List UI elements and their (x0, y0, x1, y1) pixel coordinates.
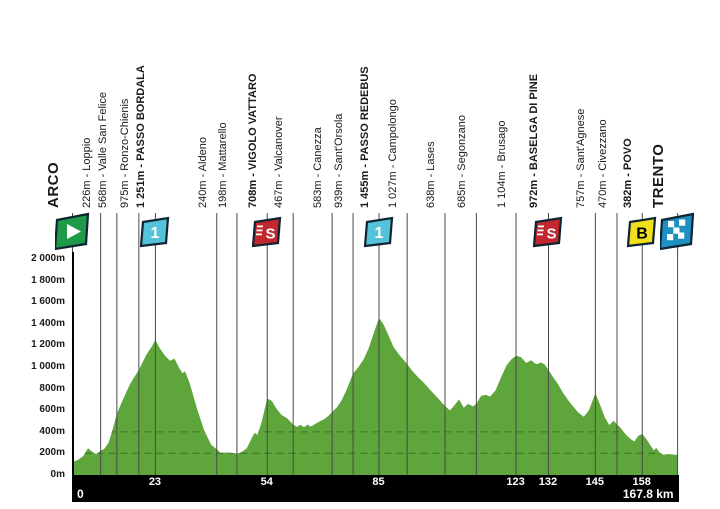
category1-climb-icon: 1 (140, 216, 170, 255)
waypoint-label: TRENTO (650, 143, 668, 208)
y-axis-tick-label: 1 200m (31, 339, 65, 351)
waypoint-label: 1 027m - Campolongo (387, 99, 400, 208)
waypoint-label: 975m - Ronzo-Chienis (118, 98, 131, 208)
y-axis-tick-label: 2 000m (31, 253, 65, 264)
waypoint-label: 638m - Lases (424, 141, 437, 208)
finish-flag-icon (658, 212, 696, 257)
km-tick-label: 132 (538, 476, 558, 488)
waypoint-label: 1 455m - PASSO REDEBUS (359, 66, 371, 208)
waypoint-label: 939m - Sant'Orsola (333, 113, 346, 208)
waypoint-label: 1 251m - PASSO BORDALA (135, 65, 148, 208)
svg-text:1: 1 (375, 225, 384, 242)
km-tick-label: 85 (372, 476, 385, 488)
waypoint-label: 708m - VIGOLO VATTARO (247, 73, 260, 208)
svg-text:S: S (547, 226, 557, 243)
km-start-label: 0 (77, 487, 84, 501)
y-axis-tick-label: 800m (39, 382, 65, 394)
distance-bar: 0 167.8 km 23 54 85 123 132 145 158 (72, 475, 679, 502)
y-axis-tick-label: 1 000m (31, 361, 65, 372)
waypoint-label: 198m - Mattarello (216, 122, 229, 208)
waypoint-label: 757m - Sant'Agnese (575, 108, 588, 208)
total-distance-label: 167.8 km (622, 487, 674, 501)
svg-text:1: 1 (151, 225, 160, 242)
waypoint-label: 1 104m - Brusago (496, 120, 509, 208)
waypoint-label: 240m - Aldeno (196, 137, 209, 208)
waypoint-label: 470m - Civezzano (597, 119, 609, 208)
waypoint-label: 972m - BASELGA DI PINE (528, 73, 541, 208)
y-axis-tick-label: 400m (39, 425, 65, 437)
waypoint-label: 568m - Valle San Felice (96, 92, 109, 208)
y-axis-tick-label: 200m (39, 447, 65, 459)
category1-climb-icon: 1 (363, 216, 394, 255)
y-axis-tick-label: 1 600m (31, 296, 65, 308)
waypoint-label: 226m - Loppio (80, 137, 93, 208)
y-axis-tick-label: 600m (39, 404, 65, 416)
svg-text:B: B (636, 226, 648, 243)
waypoint-label: 467m - Valcanover (273, 116, 286, 208)
svg-text:S: S (266, 226, 276, 243)
km-tick-label: 54 (260, 476, 273, 488)
waypoint-label: ARCO (45, 161, 62, 208)
waypoint-label: 583m - Canezza (312, 127, 325, 208)
bonus-sprint-icon: B (627, 216, 657, 255)
km-tick-label: 23 (148, 476, 162, 488)
waypoint-label: 382m - POVO (622, 138, 635, 208)
km-tick-label: 145 (585, 476, 605, 488)
y-axis-tick-label: 1 400m (31, 317, 65, 329)
km-tick-label: 158 (632, 476, 651, 488)
elevation-gridlines (72, 431, 678, 454)
elevation-area (72, 317, 678, 475)
sprint-icon: S (533, 216, 563, 255)
sprint-icon: S (252, 216, 282, 255)
waypoint-label: 685m - Segonzano (456, 115, 469, 208)
y-axis-tick-label: 1 800m (31, 274, 65, 286)
km-tick-label: 123 (506, 476, 525, 488)
start-flag-icon (53, 212, 91, 257)
y-axis-tick-label: 0m (50, 469, 65, 480)
